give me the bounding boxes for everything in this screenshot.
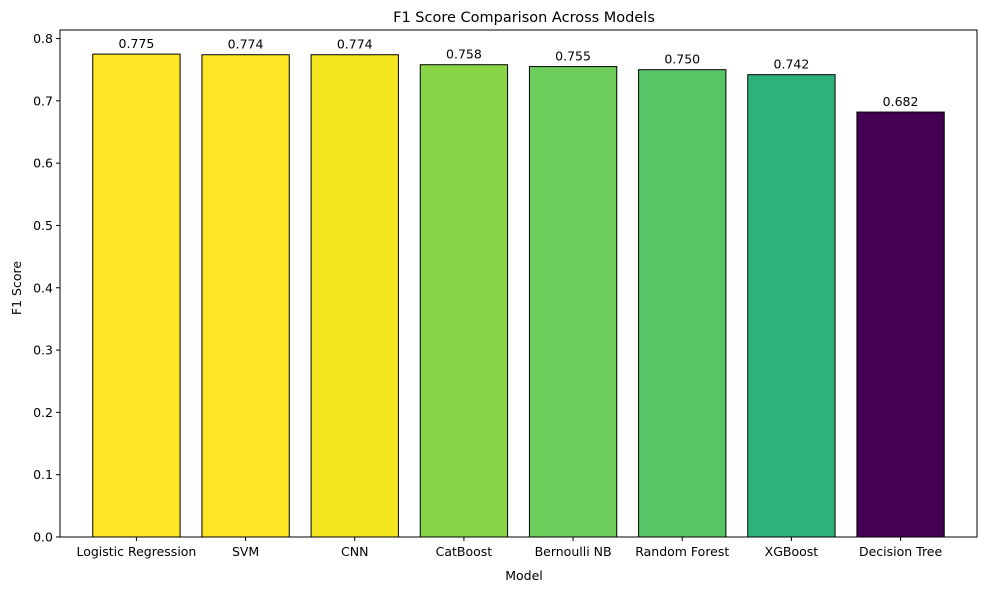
y-tick-label: 0.0 <box>33 530 53 545</box>
x-tick-label: XGBoost <box>765 544 819 559</box>
y-tick-label: 0.7 <box>33 93 53 108</box>
data-label: 0.774 <box>337 37 373 52</box>
bar-catboost <box>419 64 509 538</box>
y-tick-label: 0.6 <box>33 156 53 171</box>
data-label: 0.750 <box>664 52 700 67</box>
bar-bernoulli-nb <box>528 66 618 538</box>
x-axis-label: Model <box>505 568 543 583</box>
x-tick-label: Logistic Regression <box>76 544 196 559</box>
x-tick-label: Random Forest <box>635 544 729 559</box>
plot-frame <box>59 29 978 538</box>
x-tick-label: CatBoost <box>436 544 493 559</box>
bar-xgboost <box>747 74 836 538</box>
y-axis-label: F1 Score <box>9 261 24 315</box>
data-label: 0.758 <box>446 47 482 62</box>
bar-random-forest <box>638 69 727 538</box>
data-label: 0.775 <box>119 36 155 51</box>
bar-logistic-regression <box>92 53 181 538</box>
data-label: 0.682 <box>883 94 919 109</box>
bar-cnn <box>310 54 399 538</box>
data-label: 0.774 <box>228 37 264 52</box>
x-tick-label: SVM <box>232 544 259 559</box>
y-axis: 0.0 0.1 0.2 0.3 0.4 0.5 0.6 0.7 0.8 <box>33 31 60 545</box>
y-tick-label: 0.8 <box>33 31 53 46</box>
data-label: 0.742 <box>774 57 810 72</box>
y-tick-label: 0.4 <box>33 280 53 295</box>
bar-decision-tree <box>856 111 945 538</box>
x-tick-label: Decision Tree <box>859 544 943 559</box>
x-tick-label: CNN <box>341 544 368 559</box>
x-tick-label: Bernoulli NB <box>535 544 612 559</box>
y-tick-label: 0.3 <box>33 343 53 358</box>
x-axis: Logistic Regression SVM CNN CatBoost Bernoul… <box>76 537 943 559</box>
y-tick-label: 0.1 <box>33 467 53 482</box>
chart-title: F1 Score Comparison Across Models <box>393 10 655 26</box>
data-label: 0.755 <box>555 49 591 64</box>
bars-layer: 0.775 0.774 0.774 0.758 0.755 0.750 0.742 0.682 <box>92 36 945 538</box>
bar-svm <box>201 54 290 538</box>
y-tick-label: 0.2 <box>33 405 53 420</box>
y-tick-label: 0.5 <box>33 218 53 233</box>
